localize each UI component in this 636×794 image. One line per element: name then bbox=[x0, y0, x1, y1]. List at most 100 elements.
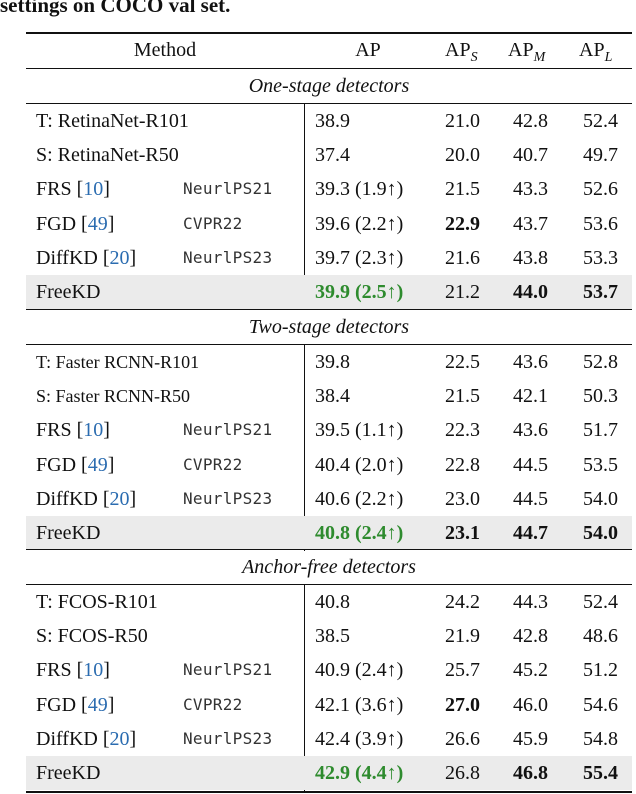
aps-cell: 27.0 bbox=[445, 693, 480, 716]
column-divider bbox=[304, 345, 305, 552]
table-row: S: RetinaNet-R50 37.4 20.0 40.7 49.7 bbox=[26, 138, 632, 172]
group-title: Two-stage detectors bbox=[248, 316, 410, 338]
bottom-rule bbox=[26, 791, 632, 794]
method-name: FGD bbox=[36, 693, 77, 716]
apl-cell: 52.8 bbox=[583, 351, 618, 373]
table-row: FRS [10] NeurlPS21 39.5 (1.1↑) 22.3 43.6 51.7 bbox=[26, 413, 632, 447]
apm-cell: 43.6 bbox=[513, 419, 548, 442]
ap-value: 42.9 bbox=[315, 762, 350, 784]
method-name: FRS bbox=[36, 659, 72, 682]
method-name: DiffKD bbox=[36, 487, 98, 510]
apl-cell: 55.4 bbox=[583, 762, 618, 784]
method-cell: S: FCOS-R50 bbox=[36, 619, 148, 653]
header-method: Method bbox=[133, 39, 197, 61]
apm-cell: 45.2 bbox=[513, 659, 548, 682]
aps-cell: 23.0 bbox=[445, 487, 480, 510]
group-title-rule bbox=[26, 584, 632, 585]
header-ap-m: APM bbox=[508, 39, 546, 65]
ap-value: 39.9 bbox=[315, 281, 350, 303]
method-cell: FreeKD bbox=[36, 275, 100, 309]
group-rule bbox=[26, 309, 632, 310]
venue-cell: NeurlPS23 bbox=[183, 247, 273, 267]
apm-cell: 42.1 bbox=[513, 385, 548, 408]
method-cell: FGD [49] bbox=[36, 448, 114, 482]
method-name: DiffKD bbox=[36, 727, 98, 750]
venue-cell: CVPR22 bbox=[183, 213, 243, 233]
ap-cell: 40.8 bbox=[315, 585, 350, 619]
aps-cell: 21.0 bbox=[445, 110, 480, 132]
method-name: T: Faster RCNN-R101 bbox=[36, 352, 200, 372]
aps-cell: 21.5 bbox=[445, 178, 480, 201]
citation-open-bracket: [ bbox=[76, 453, 88, 476]
apm-cell: 46.0 bbox=[513, 693, 548, 716]
ap-value: 42.1 bbox=[315, 693, 350, 716]
table-row: FGD [49] CVPR22 40.4 (2.0↑) 22.8 44.5 53.5 bbox=[26, 448, 632, 482]
method-cell: FreeKD bbox=[36, 516, 100, 550]
ap-value: 38.9 bbox=[315, 110, 350, 132]
venue-cell: NeurlPS21 bbox=[183, 660, 273, 680]
citation-close-bracket: ] bbox=[103, 178, 110, 201]
table-row: T: FCOS-R101 40.8 24.2 44.3 52.4 bbox=[26, 585, 632, 619]
header-ap-l: APL bbox=[579, 39, 613, 65]
aps-cell: 25.7 bbox=[445, 659, 480, 682]
venue-cell: NeurlPS23 bbox=[183, 728, 273, 748]
apl-cell: 51.2 bbox=[583, 659, 618, 682]
apm-cell: 44.5 bbox=[513, 453, 548, 476]
method-name: DiffKD bbox=[36, 246, 98, 269]
citation-close-bracket: ] bbox=[103, 419, 110, 442]
apm-cell: 43.7 bbox=[513, 212, 548, 235]
venue-cell: CVPR22 bbox=[183, 694, 243, 714]
ap-gain: (2.4↑) bbox=[355, 659, 404, 682]
ap-cell: 42.1 (3.6↑) bbox=[315, 688, 403, 722]
apm-cell: 43.8 bbox=[513, 246, 548, 269]
ap-cell: 38.5 bbox=[315, 619, 350, 653]
aps-cell: 21.2 bbox=[445, 281, 480, 303]
citation-ref: 10 bbox=[83, 178, 104, 201]
method-cell: T: FCOS-R101 bbox=[36, 585, 158, 619]
citation-close-bracket: ] bbox=[129, 727, 137, 750]
header-ap-s: APS bbox=[445, 39, 478, 65]
ap-value: 38.4 bbox=[315, 385, 350, 408]
group-rule bbox=[26, 549, 632, 550]
method-cell: FGD [49] bbox=[36, 688, 114, 722]
aps-cell: 20.0 bbox=[445, 144, 480, 167]
ap-gain: (2.2↑) bbox=[355, 212, 404, 235]
aps-cell: 21.5 bbox=[445, 385, 480, 408]
ap-gain: (2.5↑) bbox=[355, 281, 404, 303]
table-row: T: RetinaNet-R101 38.9 21.0 42.8 52.4 bbox=[26, 104, 632, 138]
venue-cell: CVPR22 bbox=[183, 454, 243, 474]
apl-cell: 54.8 bbox=[583, 727, 618, 750]
ap-cell: 40.9 (2.4↑) bbox=[315, 653, 403, 687]
citation-open-bracket: [ bbox=[97, 246, 110, 269]
apl-cell: 52.6 bbox=[583, 178, 618, 201]
ap-cell: 39.5 (1.1↑) bbox=[315, 413, 403, 447]
citation-open-bracket: [ bbox=[76, 693, 88, 716]
group-title-rule bbox=[26, 344, 632, 345]
table-row: FreeKD 40.8 (2.4↑) 23.1 44.7 54.0 bbox=[26, 516, 632, 550]
citation-ref: 49 bbox=[87, 453, 108, 476]
table-row: DiffKD [20] NeurlPS23 40.6 (2.2↑) 23.0 44.5 5… bbox=[26, 482, 632, 516]
ap-gain: (2.0↑) bbox=[355, 453, 404, 476]
citation-close-bracket: ] bbox=[129, 246, 137, 269]
apm-cell: 42.8 bbox=[513, 625, 548, 648]
ap-cell: 39.7 (2.3↑) bbox=[315, 241, 403, 275]
ap-gain: (2.4↑) bbox=[355, 522, 404, 544]
header-rule bbox=[26, 68, 632, 69]
column-divider bbox=[304, 585, 305, 792]
citation-open-bracket: [ bbox=[71, 178, 84, 201]
apl-cell: 50.3 bbox=[583, 385, 618, 408]
ap-value: 40.4 bbox=[315, 453, 350, 476]
ap-cell: 38.4 bbox=[315, 379, 350, 413]
apm-cell: 43.3 bbox=[513, 178, 548, 201]
group-title: Anchor-free detectors bbox=[242, 556, 416, 578]
method-name: FreeKD bbox=[36, 281, 101, 303]
table-row: FreeKD 39.9 (2.5↑) 21.2 44.0 53.7 bbox=[26, 275, 632, 309]
ap-value: 38.5 bbox=[315, 625, 350, 648]
apl-cell: 53.5 bbox=[583, 453, 618, 476]
top-rule bbox=[26, 32, 632, 34]
table-row: FGD [49] CVPR22 42.1 (3.6↑) 27.0 46.0 54.6 bbox=[26, 688, 632, 722]
citation-close-bracket: ] bbox=[107, 453, 115, 476]
venue-cell: NeurlPS21 bbox=[183, 420, 273, 440]
ap-cell: 40.4 (2.0↑) bbox=[315, 448, 403, 482]
ap-cell: 40.6 (2.2↑) bbox=[315, 482, 403, 516]
